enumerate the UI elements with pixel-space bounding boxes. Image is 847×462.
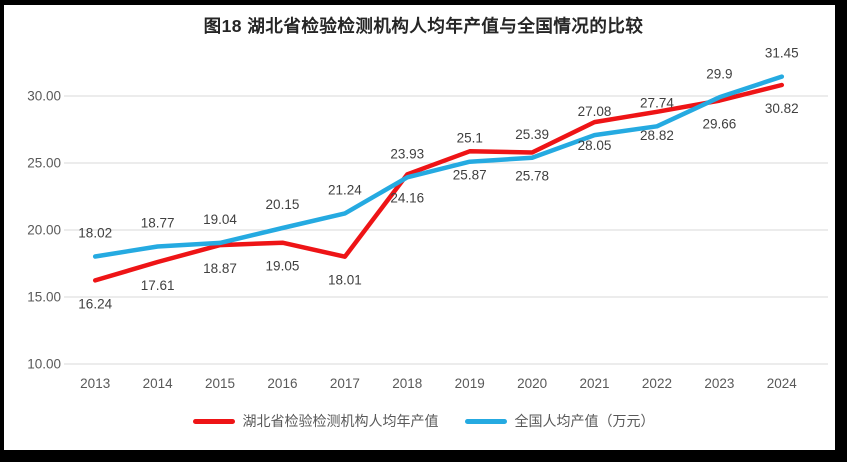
data-label-series-1: 25.1 bbox=[457, 131, 483, 146]
data-label-series-1: 27.08 bbox=[578, 104, 612, 119]
y-axis-label: 10.00 bbox=[27, 357, 61, 372]
x-axis-label: 2023 bbox=[704, 376, 734, 391]
data-label-series-0: 19.05 bbox=[266, 259, 300, 274]
data-label-series-0: 24.16 bbox=[390, 190, 424, 205]
data-label-series-1: 21.24 bbox=[328, 182, 362, 197]
series-line-1 bbox=[92, 74, 785, 259]
data-label-series-0: 18.87 bbox=[203, 261, 237, 276]
data-label-series-0: 17.61 bbox=[141, 278, 175, 293]
x-axis-label: 2021 bbox=[580, 376, 610, 391]
y-axis-label: 20.00 bbox=[27, 223, 61, 238]
data-label-series-1: 23.93 bbox=[390, 146, 424, 161]
data-label-series-1: 18.77 bbox=[141, 215, 175, 230]
x-axis-label: 2016 bbox=[267, 376, 297, 391]
legend-item-hubei: 湖北省检验检测机构人均年产值 bbox=[192, 411, 439, 431]
data-label-series-0: 29.66 bbox=[702, 117, 736, 132]
x-axis-label: 2015 bbox=[205, 376, 235, 391]
data-label-series-0: 28.05 bbox=[578, 138, 612, 153]
x-axis-label: 2022 bbox=[642, 376, 672, 391]
data-label-series-1: 27.74 bbox=[640, 95, 674, 110]
x-axis-label: 2024 bbox=[767, 376, 798, 391]
y-axis-label: 25.00 bbox=[27, 156, 61, 171]
x-axis-label: 2014 bbox=[143, 376, 174, 391]
data-label-series-1: 19.04 bbox=[203, 212, 237, 227]
x-axis-label: 2013 bbox=[80, 376, 110, 391]
data-label-series-1: 31.45 bbox=[765, 46, 799, 61]
series-line-0 bbox=[92, 82, 785, 283]
blue-line-swatch-icon bbox=[464, 418, 507, 424]
y-axis-label: 15.00 bbox=[27, 290, 61, 305]
legend-item-national: 全国人均产值（万元） bbox=[464, 411, 655, 431]
data-label-series-0: 16.24 bbox=[78, 296, 112, 311]
x-axis-label: 2017 bbox=[330, 376, 360, 391]
legend-label-hubei: 湖北省检验检测机构人均年产值 bbox=[242, 413, 439, 429]
x-axis-label: 2018 bbox=[392, 376, 422, 391]
data-label-series-1: 25.39 bbox=[515, 127, 549, 142]
data-label-series-1: 29.9 bbox=[706, 66, 732, 81]
data-label-series-1: 20.15 bbox=[266, 197, 300, 212]
legend-label-national: 全国人均产值（万元） bbox=[514, 413, 655, 429]
data-label-series-0: 30.82 bbox=[765, 101, 799, 116]
data-label-series-1: 18.02 bbox=[78, 226, 112, 241]
y-axis-label: 30.00 bbox=[27, 89, 61, 104]
data-label-series-0: 28.82 bbox=[640, 128, 674, 143]
data-label-series-0: 25.78 bbox=[515, 169, 549, 184]
data-label-series-0: 18.01 bbox=[328, 273, 362, 288]
x-axis-label: 2019 bbox=[455, 376, 485, 391]
data-label-series-0: 25.87 bbox=[453, 167, 487, 182]
chart-title: 图18 湖北省检验检测机构人均年产值与全国情况的比较 bbox=[203, 16, 644, 36]
x-axis-label: 2020 bbox=[517, 376, 547, 391]
red-line-swatch-icon bbox=[192, 418, 235, 424]
chart-legend: 湖北省检验检测机构人均年产值 全国人均产值（万元） bbox=[0, 411, 847, 431]
